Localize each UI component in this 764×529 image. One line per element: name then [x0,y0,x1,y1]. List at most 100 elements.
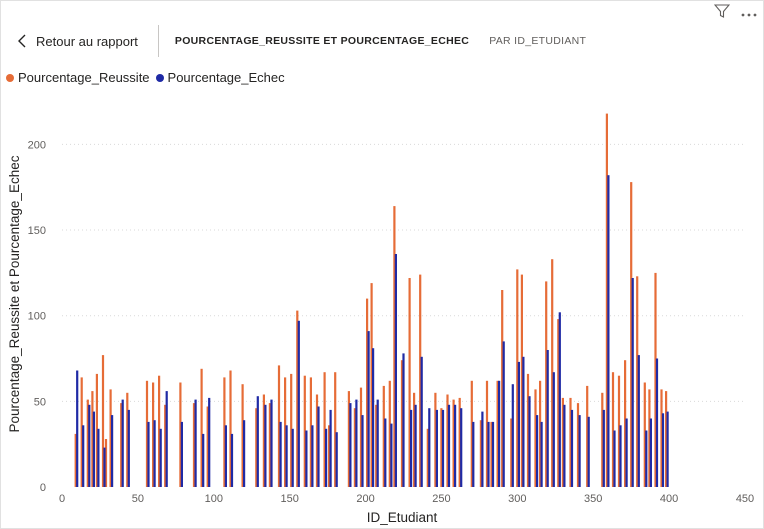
bar-echec[interactable] [335,432,338,487]
bar-echec[interactable] [441,409,445,487]
bar-echec[interactable] [317,406,320,488]
bar-echec[interactable] [522,356,525,487]
bar-reussite[interactable] [126,392,129,487]
bar-echec[interactable] [666,411,669,487]
bar-reussite[interactable] [520,274,523,487]
bar-echec[interactable] [435,409,438,487]
bar-echec[interactable] [578,415,581,487]
bar-reussite[interactable] [557,319,560,487]
bar-echec[interactable] [645,430,648,488]
bar-echec[interactable] [625,418,628,488]
bar-echec[interactable] [285,425,288,487]
bar-reussite[interactable] [366,298,369,487]
bar-echec[interactable] [297,320,300,487]
bar-echec[interactable] [428,408,431,487]
bar-echec[interactable] [460,408,463,487]
bar-echec[interactable] [88,404,91,487]
bar-reussite[interactable] [393,206,396,487]
bar-echec[interactable] [384,418,387,488]
bar-echec[interactable] [349,403,352,487]
bar-echec[interactable] [329,409,332,487]
bar-reussite[interactable] [617,375,621,487]
bar-reussite[interactable] [80,377,83,487]
bar-echec[interactable] [76,370,79,488]
bar-reussite[interactable] [152,382,155,488]
bar-echec[interactable] [487,421,490,487]
bar-reussite[interactable] [426,428,429,487]
bar-reussite[interactable] [101,355,105,487]
bar-reussite[interactable] [296,310,299,487]
bar-echec[interactable] [230,433,234,487]
bar-reussite[interactable] [665,391,668,487]
bar-echec[interactable] [414,404,417,487]
bar-echec[interactable] [224,425,227,487]
bar-echec[interactable] [153,420,156,487]
bar-reussite[interactable] [545,281,548,487]
bar-echec[interactable] [279,421,282,487]
bar-reussite[interactable] [229,370,232,488]
bar-echec[interactable] [410,409,413,487]
filter-icon[interactable] [713,4,731,22]
bar-reussite[interactable] [382,385,385,487]
bar-echec[interactable] [454,404,457,487]
bar-echec[interactable] [563,404,566,487]
bar-echec[interactable] [637,355,640,487]
bar-reussite[interactable] [206,406,209,488]
bar-echec[interactable] [103,447,106,487]
bar-reussite[interactable] [636,276,639,487]
bar-reussite[interactable] [601,392,604,487]
bar-reussite[interactable] [303,375,306,487]
bar-reussite[interactable] [328,425,331,487]
bar-reussite[interactable] [192,403,196,487]
bar-echec[interactable] [367,331,370,487]
bar-echec[interactable] [372,348,375,487]
bar-echec[interactable] [536,415,539,487]
bar-echec[interactable] [305,430,308,488]
bar-reussite[interactable] [569,397,572,487]
bar-reussite[interactable] [74,433,77,487]
bar-echec[interactable] [264,404,267,487]
bar-reussite[interactable] [501,290,504,487]
bar-reussite[interactable] [359,387,363,487]
bar-reussite[interactable] [334,372,337,487]
bar-reussite[interactable] [510,418,513,488]
bar-reussite[interactable] [95,373,98,487]
bar-reussite[interactable] [347,391,350,487]
bar-echec[interactable] [194,399,197,487]
bar-reussite[interactable] [630,182,633,487]
bar-reussite[interactable] [605,113,608,487]
legend-item-reussite[interactable]: Pourcentage_Reussite [6,70,150,85]
bar-reussite[interactable] [551,259,554,487]
bar-echec[interactable] [311,425,314,487]
bar-echec[interactable] [121,399,124,487]
legend-item-echec[interactable]: Pourcentage_Echec [155,70,285,85]
bar-echec[interactable] [447,404,451,487]
bar-reussite[interactable] [413,392,416,487]
bar-echec[interactable] [325,428,328,487]
bar-reussite[interactable] [434,392,437,487]
bar-echec[interactable] [256,396,259,487]
bar-reussite[interactable] [120,403,123,487]
bar-reussite[interactable] [452,399,455,487]
bar-reussite[interactable] [440,408,443,487]
bar-echec[interactable] [558,312,561,487]
bar-echec[interactable] [243,420,246,487]
bar-echec[interactable] [602,409,605,487]
bar-echec[interactable] [498,380,501,487]
bar-reussite[interactable] [323,372,326,487]
bar-reussite[interactable] [290,373,293,487]
bar-echec[interactable] [291,428,294,487]
bar-echec[interactable] [502,341,505,487]
bar-echec[interactable] [159,428,162,487]
bar-reussite[interactable] [145,380,149,487]
bar-reussite[interactable] [86,399,89,487]
bar-reussite[interactable] [223,377,226,487]
bar-reussite[interactable] [388,380,391,487]
bar-reussite[interactable] [277,365,281,487]
bar-echec[interactable] [390,423,393,487]
bar-reussite[interactable] [534,389,537,487]
bar-reussite[interactable] [370,283,373,487]
bar-reussite[interactable] [526,373,530,487]
bar-echec[interactable] [613,430,616,488]
bar-reussite[interactable] [262,394,265,488]
